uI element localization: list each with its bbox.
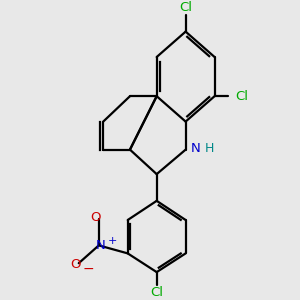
Text: H: H bbox=[204, 142, 214, 155]
Text: Cl: Cl bbox=[150, 286, 163, 299]
Text: Cl: Cl bbox=[179, 1, 192, 14]
Text: N: N bbox=[191, 142, 201, 155]
Text: N: N bbox=[96, 239, 106, 252]
Text: Cl: Cl bbox=[235, 90, 248, 103]
Text: O: O bbox=[90, 211, 101, 224]
Text: −: − bbox=[83, 262, 94, 275]
Text: O: O bbox=[70, 258, 80, 271]
Text: +: + bbox=[107, 236, 117, 246]
